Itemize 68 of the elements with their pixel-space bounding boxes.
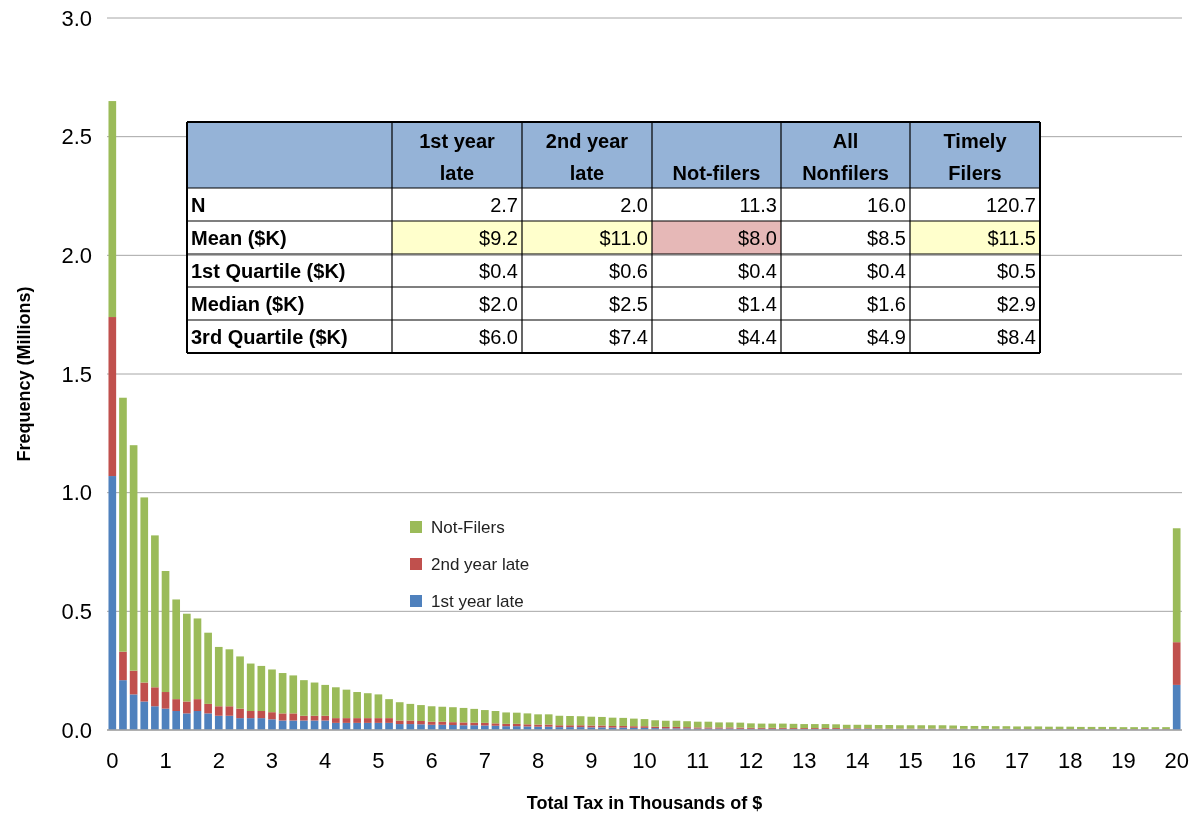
text: $11.0 (599, 226, 648, 249)
x-tick-label: 19 (1111, 748, 1136, 773)
text: 11.3 (739, 193, 777, 216)
x-tick-label: 0 (106, 748, 119, 773)
text: $8.5 (867, 226, 906, 249)
category-label: Median ($K) (191, 292, 305, 315)
category-label: 3rd Quartile ($K) (191, 325, 348, 348)
text: 2.7 (490, 193, 518, 216)
y-tick-label: 1.5 (61, 361, 92, 387)
legend-label: 1st year late (431, 591, 524, 611)
y-tick-label: 0.5 (61, 599, 92, 625)
text: $9.2 (479, 226, 518, 249)
category-label: N (191, 193, 206, 216)
x-tick-label: 1 (159, 748, 172, 773)
text: $2.9 (997, 292, 1036, 315)
x-tick-label: 12 (738, 748, 764, 773)
text: $2.5 (609, 292, 648, 315)
x-tick-label: 18 (1058, 748, 1083, 773)
text: $0.4 (738, 259, 777, 282)
x-tick-label: 13 (791, 748, 817, 773)
y-tick-label: 3.0 (61, 5, 92, 31)
y-tick-label: 1.0 (61, 480, 92, 506)
x-axis-title: Total Tax in Thousands of $ (526, 793, 763, 813)
text: 120.7 (985, 193, 1036, 216)
legend-label: Not-Filers (431, 517, 505, 537)
category-label: 1st year late (419, 130, 496, 184)
x-tick-label: 8 (531, 748, 545, 773)
x-tick-label: 4 (319, 748, 332, 773)
category-label: 2nd year late (545, 130, 629, 184)
text: $7.4 (609, 325, 648, 348)
text: $1.4 (738, 292, 777, 315)
category-label: 1st Quartile ($K) (191, 259, 346, 282)
x-tick-label: 11 (686, 748, 710, 773)
x-tick-label: 9 (585, 748, 598, 773)
text: $6.0 (479, 325, 518, 348)
text: $0.4 (867, 259, 906, 282)
category-label: Not-filers (672, 162, 761, 184)
x-tick-label: 15 (898, 748, 923, 773)
x-tick-label: 17 (1004, 748, 1030, 773)
text: $11.5 (987, 226, 1036, 249)
text: $8.0 (738, 226, 777, 249)
x-tick-label: 6 (425, 748, 438, 773)
x-tick-label: 14 (845, 748, 870, 773)
x-tick-label: 7 (478, 748, 491, 773)
x-tick-label: 10 (632, 748, 657, 773)
x-tick-label: 16 (951, 748, 977, 773)
text: $8.4 (997, 325, 1036, 348)
text: 16.0 (867, 193, 906, 216)
x-tick-label: 3 (265, 748, 279, 773)
y-tick-label: 2.5 (61, 124, 92, 150)
text: $2.0 (479, 292, 518, 315)
text: 2.0 (620, 193, 648, 216)
text: $4.9 (867, 325, 906, 348)
x-tick-label: 5 (372, 748, 385, 773)
category-label: Timely Filers (943, 130, 1008, 184)
y-tick-label: 2.0 (61, 243, 92, 269)
text: $0.4 (479, 259, 518, 282)
text: $0.6 (609, 259, 648, 282)
text: $1.6 (867, 292, 906, 315)
x-tick-label: 2 (212, 748, 225, 773)
category-label: All Nonfilers (802, 130, 889, 184)
legend-label: 2nd year late (431, 554, 530, 574)
y-tick-label: 0.0 (61, 717, 92, 743)
text: $0.5 (997, 259, 1036, 282)
category-label: Mean ($K) (191, 226, 287, 249)
y-axis-title: Frequency (Millions) (14, 286, 34, 462)
x-tick-label: 20 (1164, 748, 1189, 773)
text: $4.4 (738, 325, 777, 348)
